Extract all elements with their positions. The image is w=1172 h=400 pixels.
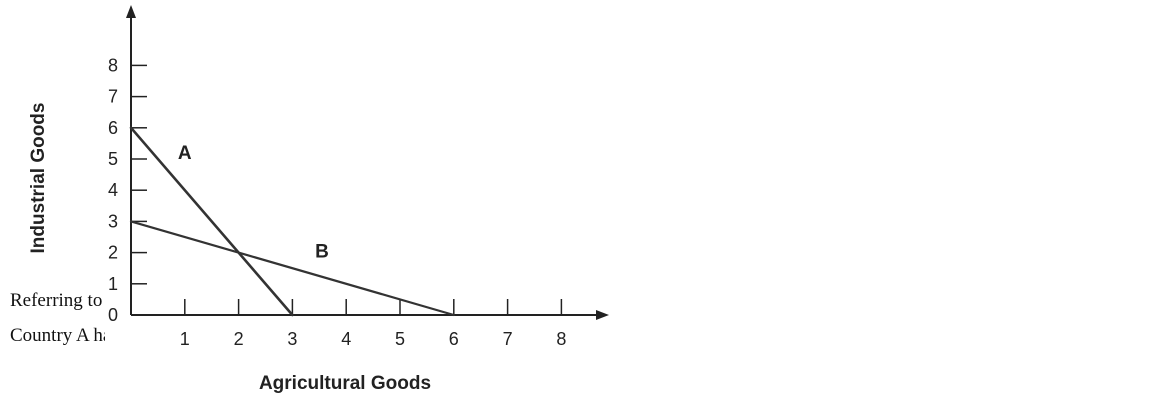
y-axis-arrow <box>126 5 136 18</box>
y-tick-label: 1 <box>108 274 118 294</box>
series-line-b <box>129 220 455 317</box>
y-tick-label: 7 <box>108 87 118 107</box>
y-tick-label: 0 <box>108 305 118 325</box>
x-tick-label: 6 <box>449 329 459 349</box>
series-label-b: B <box>315 241 329 262</box>
x-tick-label: 3 <box>287 329 297 349</box>
x-tick-label: 5 <box>395 329 405 349</box>
x-tick-label: 4 <box>341 329 351 349</box>
y-tick-label: 8 <box>108 55 118 75</box>
x-tick-label: 8 <box>556 329 566 349</box>
x-axis-title: Agricultural Goods <box>259 373 431 394</box>
ppc-chart: 0 1 2 3 4 5 6 7 8 1 2 3 4 5 6 7 8 Agricultural Goods Indu… <box>28 5 609 394</box>
series-line-a <box>129 126 294 317</box>
chart-axes: 0 1 2 3 4 5 6 7 8 1 2 3 4 5 6 7 8 <box>108 5 609 349</box>
y-tick-label: 4 <box>108 180 118 200</box>
y-tick-label: 3 <box>108 211 118 231</box>
y-tick-label: 6 <box>108 118 118 138</box>
x-tick-label: 1 <box>180 329 190 349</box>
x-axis-arrow <box>596 310 609 320</box>
x-tick-label: 2 <box>234 329 244 349</box>
y-tick-label: 5 <box>108 149 118 169</box>
chart-series <box>129 126 455 317</box>
series-label-a: A <box>178 143 192 164</box>
chart-labels: Agricultural Goods Industrial Goods A B <box>28 103 431 394</box>
x-tick-label: 7 <box>503 329 513 349</box>
y-axis-title: Industrial Goods <box>28 103 49 254</box>
y-tick-label: 2 <box>108 243 118 263</box>
